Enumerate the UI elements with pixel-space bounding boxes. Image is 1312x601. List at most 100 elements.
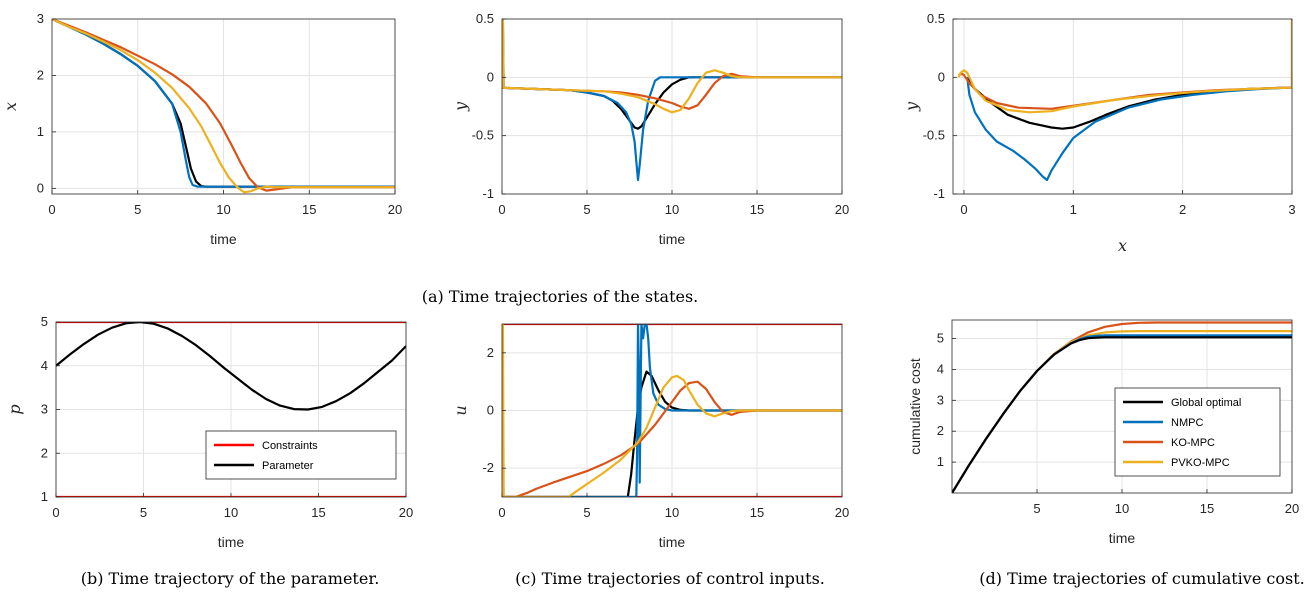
series-line-nmpc	[502, 324, 842, 497]
series-group	[952, 321, 1292, 493]
x-axis-label: time	[659, 231, 686, 247]
x-tick-label: 2	[1179, 202, 1186, 217]
legend-label-ko: KO-MPC	[1171, 437, 1215, 449]
legend: Constraints Parameter	[205, 430, 397, 480]
caption-b: (b) Time trajectory of the parameter.	[81, 569, 380, 588]
x-tick-label: 0	[498, 202, 505, 217]
y-tick-label: 2	[937, 423, 944, 438]
series-line-global	[56, 322, 406, 411]
x-tick-label: 5	[583, 202, 590, 217]
x-tick-label: 10	[665, 202, 679, 217]
y-tick-label: 2	[37, 67, 44, 82]
y-tick-label: 5	[937, 331, 944, 346]
y-axis-label: y	[902, 101, 921, 112]
series-line-global	[952, 336, 1292, 493]
x-axis-label: time	[659, 534, 686, 550]
x-tick-label: 10	[1115, 501, 1129, 516]
y-axis-label: u	[451, 405, 470, 415]
x-tick-label: 1	[1070, 202, 1077, 217]
series-line-ko	[52, 19, 395, 192]
y-axis-label: p	[5, 404, 24, 414]
caption-d: (d) Time trajectories of cumulative cost…	[979, 569, 1304, 588]
y-tick-label: 0	[487, 69, 494, 84]
y-tick-label: 1	[37, 124, 44, 139]
x-tick-label: 15	[750, 202, 764, 217]
y-tick-label: 0.5	[476, 11, 494, 26]
y-tick-label: 2	[41, 445, 48, 460]
x-tick-label: 5	[1033, 501, 1040, 516]
legend: Global optimal NMPC KO-MPC PVKO-MPC	[1114, 387, 1281, 477]
y-tick-label: 0	[37, 180, 44, 195]
x-tick-label: 10	[216, 202, 230, 217]
plot-area	[953, 19, 1292, 194]
legend-box	[205, 430, 397, 480]
x-tick-label: 20	[388, 202, 402, 217]
x-tick-label: 20	[399, 505, 413, 520]
x-tick-label: 20	[835, 202, 849, 217]
y-tick-label: 1	[41, 489, 48, 504]
series-line-pvko	[957, 19, 1292, 114]
caption-a: (a) Time trajectories of the states.	[422, 287, 699, 306]
y-tick-label: -0.5	[923, 128, 945, 143]
x-tick-label: 5	[583, 505, 590, 520]
series-group	[502, 324, 842, 497]
chart-phase: 0 1 2 3 -1 -0.5 0 0.5 x y	[902, 11, 1296, 255]
x-axis-label: time	[1109, 530, 1136, 546]
x-tick-label: 15	[750, 505, 764, 520]
x-tick-label: 0	[498, 505, 505, 520]
x-tick-label: 20	[835, 505, 849, 520]
series-line-nmpc	[52, 19, 395, 188]
chart-param: 0 5 10 15 20 1 2 3 4 5 time p Constraints Parameter	[5, 314, 413, 550]
series-group	[502, 19, 842, 182]
y-tick-label: 0	[487, 403, 494, 418]
y-tick-label: -1	[933, 186, 945, 201]
series-line-pvko	[502, 19, 842, 114]
chart-x_time: 0 5 10 15 20 0 1 2 3 time x	[1, 11, 402, 247]
legend-label-nmpc: NMPC	[1171, 417, 1203, 429]
x-tick-label: 3	[1288, 202, 1295, 217]
chart-y_time: 0 5 10 15 20 -1 -0.5 0 0.5 time y	[451, 11, 849, 247]
x-axis-label: time	[210, 231, 237, 247]
x-axis-label: time	[218, 534, 245, 550]
chart-cost: 5 10 15 20 1 2 3 4 5 time cumulative cost Global op…	[907, 319, 1299, 546]
y-tick-label: 0	[938, 69, 945, 84]
x-tick-label: 0	[52, 505, 59, 520]
legend-label-global: Parameter	[262, 460, 314, 472]
series-line-pvko	[52, 19, 395, 194]
y-tick-label: 3	[37, 11, 44, 26]
x-tick-label: 5	[140, 505, 147, 520]
axes-frame	[952, 18, 1293, 195]
y-tick-label: -0.5	[472, 128, 494, 143]
y-tick-label: -1	[482, 186, 494, 201]
series-line-pvko	[502, 324, 842, 497]
y-tick-label: 2	[487, 345, 494, 360]
x-tick-label: 15	[302, 202, 316, 217]
x-tick-label: 0	[960, 202, 967, 217]
series-group	[52, 19, 395, 194]
caption-c: (c) Time trajectories of control inputs.	[515, 569, 825, 588]
x-tick-label: 0	[48, 202, 55, 217]
x-tick-label: 20	[1285, 501, 1299, 516]
y-axis-label: x	[1, 102, 20, 111]
series-group	[957, 19, 1292, 182]
x-tick-label: 10	[224, 505, 238, 520]
x-tick-label: 15	[1200, 501, 1214, 516]
legend-label-pvko: PVKO-MPC	[1171, 457, 1230, 469]
x-tick-label: 5	[134, 202, 141, 217]
legend-label-global: Global optimal	[1171, 397, 1241, 409]
y-tick-label: 1	[937, 454, 944, 469]
y-tick-label: 4	[41, 358, 48, 373]
series-group	[56, 322, 406, 497]
y-tick-label: 3	[937, 392, 944, 407]
y-tick-label: 0.5	[927, 11, 945, 26]
y-tick-label: 5	[41, 314, 48, 329]
y-tick-label: 3	[41, 402, 48, 417]
legend-label-constraint: Constraints	[262, 440, 318, 452]
x-tick-label: 15	[311, 505, 325, 520]
y-axis-label: y	[451, 101, 470, 112]
y-tick-label: -2	[482, 460, 494, 475]
x-tick-label: 10	[665, 505, 679, 520]
x-axis-label: x	[1118, 236, 1127, 255]
y-axis-label: cumulative cost	[907, 358, 923, 455]
